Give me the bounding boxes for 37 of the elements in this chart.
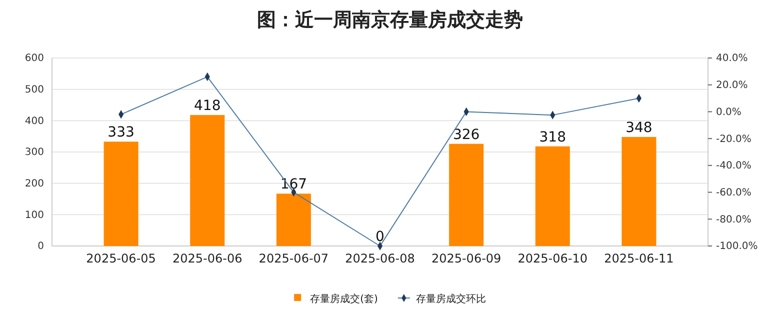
- y2-tick-label: 20.0%: [716, 80, 748, 92]
- y2-tick-label: 40.0%: [716, 53, 748, 64]
- bar: [276, 194, 311, 246]
- y-tick-label: 500: [24, 84, 44, 96]
- y-tick-label: 0: [38, 241, 44, 252]
- legend-label: 存量房成交(套): [310, 293, 378, 305]
- data-label: 418: [194, 98, 221, 114]
- data-label: 0: [376, 229, 384, 245]
- y2-tick-label: -60.0%: [716, 187, 752, 198]
- y2-tick-label: 0.0%: [716, 106, 742, 118]
- data-label: 333: [108, 124, 134, 141]
- bar: [622, 136, 656, 246]
- y2-tick-label: -20.0%: [716, 134, 752, 145]
- x-tick-label: 2025-06-10: [518, 252, 588, 266]
- x-tick-label: 2025-06-07: [258, 252, 329, 266]
- data-label: 326: [452, 126, 480, 143]
- data-label: 348: [626, 120, 652, 136]
- y-tick-label: 100: [24, 210, 44, 221]
- y2-tick-label: -80.0%: [716, 214, 752, 226]
- x-tick-label: 2025-06-05: [86, 252, 156, 266]
- bar: [190, 115, 225, 246]
- y-tick-label: 400: [24, 116, 44, 127]
- y-tick-label: 300: [24, 147, 44, 158]
- y2-tick-label: -40.0%: [716, 160, 752, 172]
- bar: [535, 146, 570, 246]
- x-tick-label: 2025-06-09: [431, 252, 502, 266]
- y-tick-label: 200: [24, 178, 44, 190]
- x-tick-label: 2025-06-08: [345, 252, 415, 266]
- chart-title: 图：近一周南京存量房成交走势: [257, 9, 523, 31]
- bar: [449, 144, 484, 246]
- x-tick-label: 2025-06-06: [172, 252, 242, 266]
- bar: [104, 142, 138, 246]
- legend-label: 存量房成交环比: [416, 293, 486, 305]
- y-tick-label: 600: [24, 53, 44, 64]
- data-label: 318: [539, 129, 566, 146]
- x-tick-label: 2025-06-11: [604, 252, 674, 266]
- y2-tick-label: -100.0%: [716, 241, 758, 252]
